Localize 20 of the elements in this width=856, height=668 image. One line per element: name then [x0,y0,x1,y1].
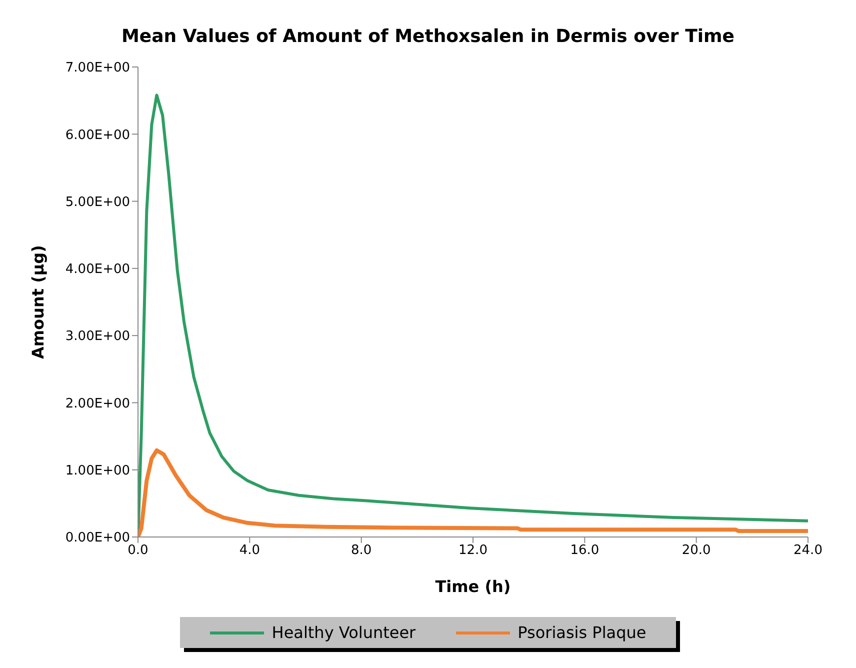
legend-label: Healthy Volunteer [270,623,416,642]
y-tick-label: 7.00E+00 [65,60,130,76]
y-axis-title: Amount (µg) [28,245,48,359]
x-tick-label: 0.0 [128,543,148,558]
y-tick-label: 2.00E+00 [65,396,130,412]
y-tick-label: 5.00E+00 [65,194,130,210]
x-tick-label: 24.0 [794,543,822,558]
y-tick-label: 0.00E+00 [65,530,130,546]
x-tick-label: 4.0 [239,543,260,558]
x-axis-title: Time (h) [435,577,511,596]
y-tick-label: 1.00E+00 [65,463,130,478]
y-tick-label: 3.00E+00 [65,329,130,344]
chart-title: Mean Values of Amount of Methoxsalen in Dermis over Time [120,25,736,47]
x-tick-label: 16.0 [570,543,600,558]
x-tick-label: 20.0 [682,543,711,558]
x-tick-label: 12.0 [458,543,488,558]
x-tick-label: 8.0 [350,543,372,558]
y-tick-label: 6.00E+00 [65,128,130,143]
legend-label: Psoriasis Plaque [516,623,646,642]
y-tick-label: 4.00E+00 [65,262,130,278]
